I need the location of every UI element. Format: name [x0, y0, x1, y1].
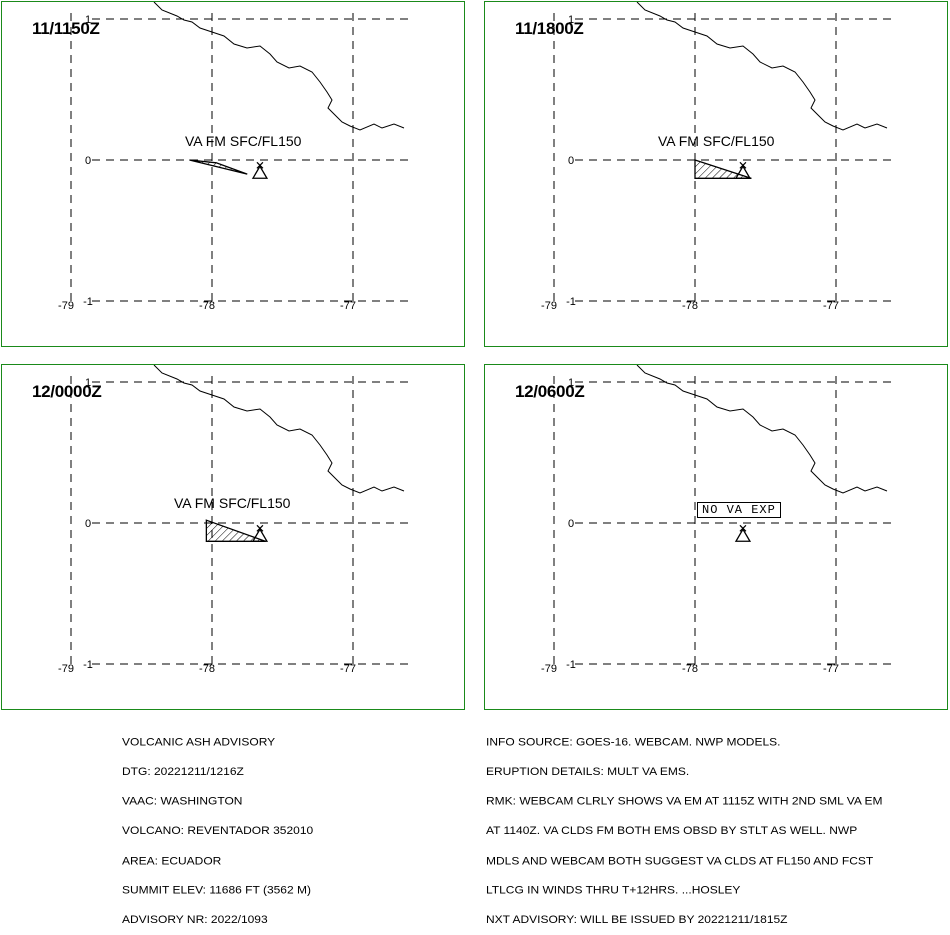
- forecast-time: 12/0600Z: [515, 382, 585, 401]
- advisory-remarks-block: INFO SOURCE: GOES-16. WEBCAM. NWP MODELS…: [486, 717, 883, 934]
- forecast-time: 11/1150Z: [32, 19, 100, 38]
- advisory-line: VOLCANO: REVENTADOR 352010: [122, 823, 314, 838]
- advisory-line: ERUPTION DETAILS: MULT VA EMS.: [486, 764, 690, 778]
- volcano-icon: [734, 524, 752, 542]
- latitude-tick-label: 1: [85, 377, 91, 389]
- advisory-line: DTG: 20221211/1216Z: [122, 764, 244, 778]
- map-panel-3: 1 0 -1 -79 -78 -77 12/0000Z VA FM SFC/FL150: [1, 364, 465, 710]
- advisory-header-block: VOLCANIC ASH ADVISORY DTG: 20221211/1216…: [122, 717, 313, 934]
- no-ash-expected-box: NO VA EXP: [697, 502, 781, 518]
- forecast-time: 12/0000Z: [32, 382, 102, 401]
- advisory-line: VAAC: WASHINGTON: [122, 794, 243, 808]
- coastline: [153, 2, 405, 131]
- longitude-tick-label: -77: [823, 663, 839, 675]
- longitude-tick-label: -79: [541, 663, 557, 675]
- advisory-line: SUMMIT ELEV: 11686 FT (3562 M): [122, 883, 311, 897]
- latitude-tick-label: 0: [568, 155, 574, 167]
- longitude-tick-label: -78: [682, 300, 698, 312]
- longitude-tick-label: -79: [58, 663, 74, 675]
- forecast-time: 11/1800Z: [515, 19, 584, 38]
- coastline: [636, 365, 888, 494]
- advisory-line: NXT ADVISORY: WILL BE ISSUED BY 20221211…: [486, 912, 788, 927]
- advisory-line: ADVISORY NR: 2022/1093: [122, 912, 268, 927]
- map-canvas: 1 0 -1 -79 -78 -77: [541, 365, 896, 675]
- advisory-line: AT 1140Z. VA CLDS FM BOTH EMS OBSD BY ST…: [486, 823, 858, 838]
- ash-cloud-label: VA FM SFC/FL150: [658, 133, 775, 149]
- map-canvas: 1 0 -1 -79 -78 -77: [58, 2, 413, 312]
- latitude-tick-label: 0: [85, 518, 91, 530]
- advisory-line: RMK: WEBCAM CLRLY SHOWS VA EM AT 1115Z W…: [486, 794, 883, 808]
- longitude-tick-label: -77: [340, 300, 356, 312]
- longitude-tick-label: -78: [682, 663, 698, 675]
- map-panel-1: 1 0 -1 -79 -78 -77 11/1150Z VA FM SFC/FL150: [1, 1, 465, 347]
- longitude-tick-label: -78: [199, 300, 215, 312]
- latitude-tick-label: 1: [568, 14, 574, 26]
- latitude-tick-label: -1: [566, 296, 576, 308]
- longitude-tick-label: -79: [541, 300, 557, 312]
- advisory-line: LTLCG IN WINDS THRU T+12HRS. ...HOSLEY: [486, 883, 741, 897]
- advisory-line: INFO SOURCE: GOES-16. WEBCAM. NWP MODELS…: [486, 734, 781, 749]
- longitude-tick-label: -78: [199, 663, 215, 675]
- advisory-line: MDLS AND WEBCAM BOTH SUGGEST VA CLDS AT …: [486, 853, 874, 867]
- map-canvas: 1 0 -1 -79 -78 -77: [541, 2, 896, 312]
- ash-cloud-polygon: [189, 159, 248, 175]
- ash-cloud-label: VA FM SFC/FL150: [185, 133, 302, 149]
- volcano-icon: [251, 161, 269, 179]
- coastline: [636, 2, 888, 131]
- map-panel-2: 1 0 -1 -79 -78 -77 11/1800Z VA FM SFC/FL150: [484, 1, 948, 347]
- longitude-tick-label: -77: [823, 300, 839, 312]
- longitude-tick-label: -77: [340, 663, 356, 675]
- latitude-tick-label: -1: [83, 659, 93, 671]
- latitude-tick-label: 1: [85, 14, 91, 26]
- ash-cloud-polygon: [694, 159, 752, 179]
- ash-cloud-label: VA FM SFC/FL150: [174, 495, 291, 511]
- latitude-tick-label: 0: [85, 155, 91, 167]
- longitude-tick-label: -79: [58, 300, 74, 312]
- volcano-icon: [251, 524, 269, 542]
- latitude-tick-label: 0: [568, 518, 574, 530]
- map-canvas: 1 0 -1 -79 -78 -77: [58, 365, 413, 675]
- advisory-line: VOLCANIC ASH ADVISORY: [122, 734, 276, 749]
- ash-cloud-polygon: [205, 519, 266, 542]
- latitude-tick-label: -1: [566, 659, 576, 671]
- latitude-tick-label: -1: [83, 296, 93, 308]
- volcano-icon: [734, 161, 752, 179]
- latitude-tick-label: 1: [568, 377, 574, 389]
- map-panel-4: 1 0 -1 -79 -78 -77 12/0600Z NO VA EXP: [484, 364, 948, 710]
- coastline: [153, 365, 405, 494]
- advisory-line: AREA: ECUADOR: [122, 853, 222, 867]
